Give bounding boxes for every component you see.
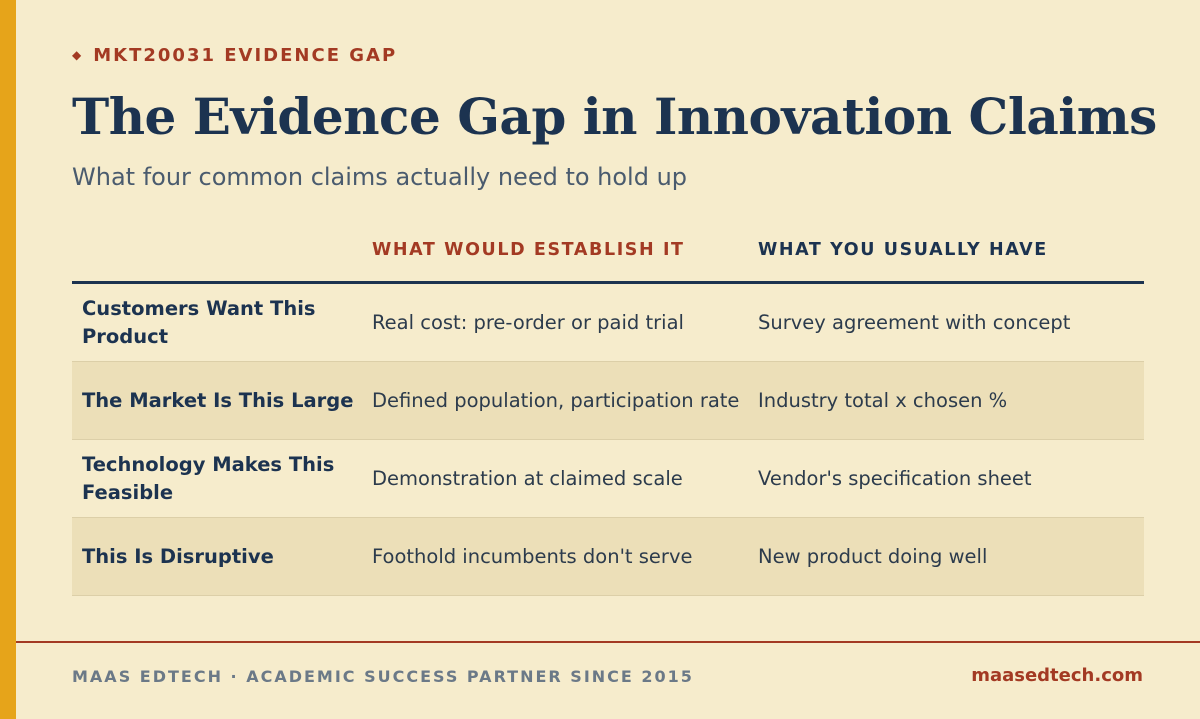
table-row: Technology Makes This Feasible Demonstra… (72, 440, 1144, 518)
usually-cell: Industry total x chosen % (758, 388, 1008, 412)
column-header-usually: WHAT YOU USUALLY HAVE (758, 240, 1048, 260)
usually-cell: Survey agreement with concept (758, 310, 1071, 334)
column-header-establish: WHAT WOULD ESTABLISH IT (372, 240, 685, 260)
claim-cell: This Is Disruptive (82, 544, 274, 568)
table-header: WHAT WOULD ESTABLISH IT WHAT YOU USUALLY… (72, 230, 1144, 284)
establish-cell: Demonstration at claimed scale (372, 466, 683, 490)
establish-cell: Real cost: pre-order or paid trial (372, 310, 684, 334)
establish-cell: Foothold incumbents don't serve (372, 544, 693, 568)
accent-bar (0, 0, 16, 719)
table-row: Customers Want This Product Real cost: p… (72, 284, 1144, 362)
page-title: The Evidence Gap in Innovation Claims (72, 87, 1157, 146)
eyebrow: ◆ MKT20031 EVIDENCE GAP (72, 45, 397, 66)
table-row: The Market Is This Large Defined populat… (72, 362, 1144, 440)
establish-cell: Defined population, participation rate (372, 388, 740, 412)
footer-tagline: MAAS EDTECH · ACADEMIC SUCCESS PARTNER S… (72, 667, 694, 686)
table-row: This Is Disruptive Foothold incumbents d… (72, 518, 1144, 596)
evidence-table: WHAT WOULD ESTABLISH IT WHAT YOU USUALLY… (72, 230, 1144, 596)
diamond-icon: ◆ (72, 48, 84, 62)
usually-cell: New product doing well (758, 544, 988, 568)
eyebrow-label: MKT20031 EVIDENCE GAP (93, 45, 398, 66)
usually-cell: Vendor's specification sheet (758, 466, 1032, 490)
page-subtitle: What four common claims actually need to… (72, 163, 688, 191)
claim-cell: The Market Is This Large (82, 388, 354, 412)
claim-cell: Customers Want This Product (82, 296, 316, 348)
footer-website-link[interactable]: maasedtech.com (971, 665, 1143, 686)
claim-cell: Technology Makes This Feasible (82, 452, 335, 504)
footer-divider (16, 641, 1200, 643)
